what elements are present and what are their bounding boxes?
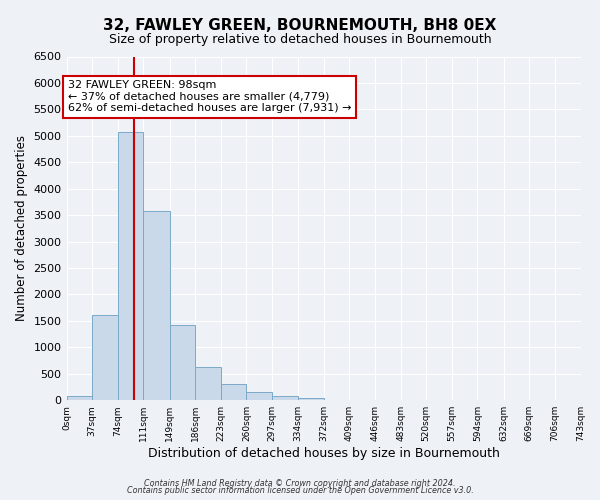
Bar bbox=[247, 392, 272, 400]
Bar bbox=[118, 132, 143, 400]
Text: Contains HM Land Registry data © Crown copyright and database right 2024.: Contains HM Land Registry data © Crown c… bbox=[144, 478, 456, 488]
Y-axis label: Number of detached properties: Number of detached properties bbox=[15, 136, 28, 322]
Bar bbox=[170, 325, 195, 400]
Text: 32, FAWLEY GREEN, BOURNEMOUTH, BH8 0EX: 32, FAWLEY GREEN, BOURNEMOUTH, BH8 0EX bbox=[103, 18, 497, 32]
Bar bbox=[272, 396, 298, 400]
Bar bbox=[221, 384, 247, 400]
Text: 32 FAWLEY GREEN: 98sqm
← 37% of detached houses are smaller (4,779)
62% of semi-: 32 FAWLEY GREEN: 98sqm ← 37% of detached… bbox=[68, 80, 352, 114]
Bar bbox=[195, 368, 221, 400]
Bar bbox=[92, 314, 118, 400]
Bar bbox=[298, 398, 324, 400]
Text: Contains public sector information licensed under the Open Government Licence v3: Contains public sector information licen… bbox=[127, 486, 473, 495]
Text: Size of property relative to detached houses in Bournemouth: Size of property relative to detached ho… bbox=[109, 32, 491, 46]
Bar bbox=[67, 396, 92, 400]
X-axis label: Distribution of detached houses by size in Bournemouth: Distribution of detached houses by size … bbox=[148, 447, 499, 460]
Bar bbox=[143, 211, 170, 400]
